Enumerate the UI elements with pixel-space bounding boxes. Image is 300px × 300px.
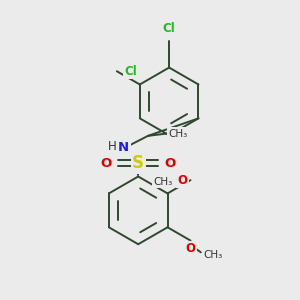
Text: CH₃: CH₃: [169, 128, 188, 139]
Text: O: O: [100, 157, 112, 170]
Text: S: S: [132, 154, 144, 172]
Text: H: H: [108, 140, 117, 153]
Text: Cl: Cl: [124, 65, 137, 78]
Text: Cl: Cl: [163, 22, 175, 34]
Text: CH₃: CH₃: [154, 177, 173, 187]
Text: O: O: [165, 157, 176, 170]
Text: N: N: [118, 141, 129, 154]
Text: O: O: [185, 242, 196, 255]
Text: O: O: [178, 174, 188, 187]
Text: CH₃: CH₃: [204, 250, 223, 260]
